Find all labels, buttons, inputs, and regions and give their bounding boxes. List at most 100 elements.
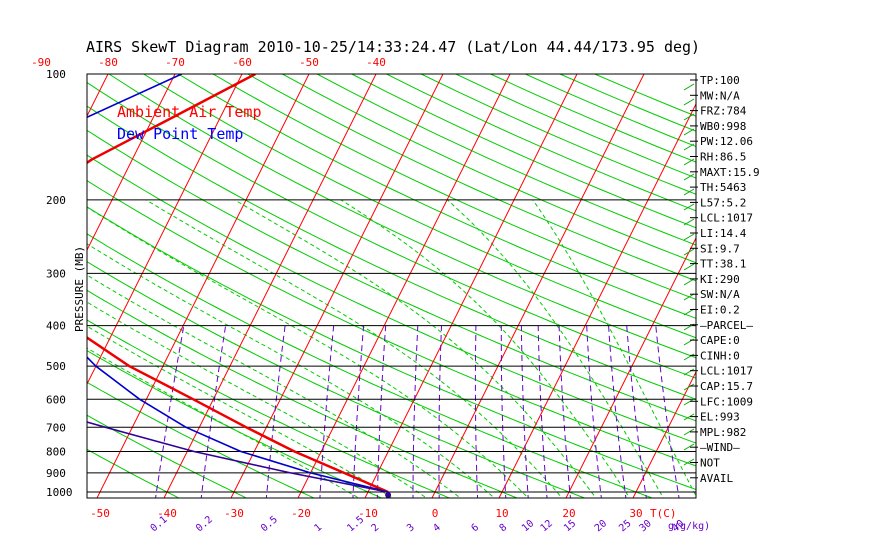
- mixing-ratio-tick-label: 1: [312, 522, 324, 534]
- isotherm-line: [364, 74, 578, 498]
- wind-barb: [683, 413, 695, 421]
- dry-adiabat: [108, 74, 696, 359]
- wind-barb: [683, 428, 695, 436]
- pressure-tick-label: 100: [46, 68, 66, 81]
- index-label: SI:9.7: [700, 242, 740, 255]
- dry-adiabat: [420, 74, 696, 195]
- isotherm-line: [431, 74, 645, 498]
- moist-adiabat: [87, 301, 428, 498]
- pressure-tick-label: 800: [46, 445, 66, 458]
- mixing-ratio-tick-label: 10: [520, 518, 536, 534]
- dry-adiabat: [316, 74, 696, 246]
- mixing-ratio-line: [352, 325, 365, 498]
- mixing-ratio-line: [655, 325, 680, 498]
- legend-entry: Ambient Air Temp: [117, 103, 262, 121]
- y-axis-label: PRESSURE (MB): [73, 246, 86, 332]
- pressure-tick-label: 500: [46, 360, 66, 373]
- moist-adiabat: [87, 243, 496, 498]
- mixing-ratio-line: [626, 325, 647, 498]
- dry-adiabat: [282, 74, 696, 264]
- index-label: FRZ:784: [700, 105, 747, 118]
- mixing-ratio-tick-label: 20: [593, 518, 609, 534]
- mixing-ratio-line: [155, 325, 185, 498]
- mixing-ratio-tick-label: 4: [431, 522, 443, 534]
- index-label: LCL:1017: [700, 365, 753, 378]
- index-label: TH:5463: [700, 181, 746, 194]
- isotherm-line: [297, 74, 511, 498]
- moist-adiabat: [145, 199, 563, 498]
- moist-adiabat: [340, 199, 631, 498]
- isotherm-line: [230, 74, 444, 498]
- wind-barb: [683, 143, 695, 151]
- mixing-ratio-tick-label: 0.2: [194, 514, 215, 534]
- index-label: PW:12.06: [700, 135, 753, 148]
- dry-adiabat: [143, 74, 696, 339]
- pressure-tick-label: 600: [46, 393, 66, 406]
- top-temp-tick-label: -70: [165, 56, 185, 69]
- dry-adiabat: [87, 180, 696, 467]
- mixing-ratio-line: [376, 325, 387, 498]
- index-label: LFC:1009: [700, 395, 753, 408]
- bottom-temp-tick-label: 0: [432, 507, 439, 520]
- bottom-temp-tick-label: 20: [562, 507, 575, 520]
- wind-barb: [683, 98, 695, 106]
- bottom-temp-tick-label: -10: [358, 507, 378, 520]
- mixing-ratio-tick-label: 25: [617, 518, 633, 534]
- wind-barb: [683, 113, 695, 121]
- surface-point: [385, 492, 392, 498]
- wind-barb: [683, 458, 695, 466]
- moist-adiabat: [234, 199, 597, 498]
- dry-adiabat: [87, 105, 696, 400]
- index-label: MW:N/A: [700, 89, 740, 102]
- wind-barb: [683, 233, 695, 241]
- dewpoint-line: [87, 74, 389, 493]
- pressure-tick-label: 900: [46, 467, 66, 480]
- isotherm-line: [766, 74, 870, 501]
- isotherm-line: [0, 74, 41, 501]
- dry-adiabat: [178, 74, 696, 319]
- index-label: —PARCEL—: [700, 319, 753, 332]
- mixing-ratio-line: [265, 325, 286, 498]
- bottom-temp-tick-label: -50: [90, 507, 110, 520]
- chart-title: AIRS SkewT Diagram 2010-10-25/14:33:24.4…: [86, 38, 700, 56]
- dry-adiabat: [247, 74, 696, 282]
- wind-barb: [683, 218, 695, 226]
- dry-adiabat: [87, 350, 383, 498]
- index-label: TP:100: [700, 74, 740, 87]
- dry-adiabat: [351, 74, 696, 229]
- mixing-ratio-tick-label: 15: [562, 518, 578, 534]
- index-label: MAXT:15.9: [700, 166, 760, 179]
- mixing-ratio-tick-label: 8: [498, 522, 510, 534]
- parcel-line: [87, 421, 389, 493]
- dry-adiabat: [87, 448, 180, 498]
- dry-adiabat: [87, 381, 316, 498]
- pressure-tick-label: 300: [46, 267, 66, 280]
- isotherm-line: [565, 236, 696, 498]
- mixing-ratio-line: [608, 325, 627, 498]
- index-label: LCL:1017: [700, 212, 753, 225]
- index-label: EL:993: [700, 411, 740, 424]
- dry-adiabat: [87, 154, 696, 444]
- wind-barb: [683, 173, 695, 181]
- wind-barb: [683, 443, 695, 451]
- wind-barb: [683, 203, 695, 211]
- index-label: EI:0.2: [700, 304, 740, 317]
- bottom-temp-tick-label: 30: [629, 507, 642, 520]
- wind-barb: [683, 83, 695, 91]
- top-temp-tick-label: -50: [299, 56, 319, 69]
- moist-adiabat: [87, 274, 462, 498]
- pressure-tick-label: 200: [46, 194, 66, 207]
- mixing-ratio-unit-label: g(g/kg): [668, 521, 710, 532]
- wind-barb: [683, 188, 695, 196]
- top-temp-tick-label: -80: [98, 56, 118, 69]
- isotherm-line: [87, 74, 109, 118]
- index-label: RH:86.5: [700, 151, 746, 164]
- index-label: AVAIL: [700, 472, 733, 485]
- top-temp-tick-label: -90: [31, 56, 51, 69]
- bottom-temp-tick-label: 10: [495, 507, 508, 520]
- mixing-ratio-line: [537, 325, 548, 498]
- bottom-temp-tick-label: -40: [157, 507, 177, 520]
- wind-barb: [683, 383, 695, 391]
- plot-area: [0, 74, 870, 501]
- moist-adiabat: [446, 199, 665, 498]
